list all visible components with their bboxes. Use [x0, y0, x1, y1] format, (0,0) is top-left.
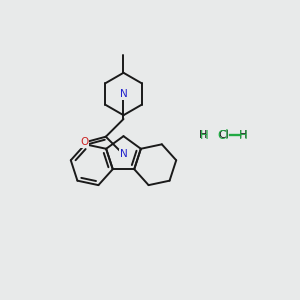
Text: H: H: [200, 129, 209, 142]
Text: H: H: [238, 129, 247, 142]
Text: O: O: [80, 137, 88, 147]
Text: N: N: [120, 149, 128, 159]
Text: H: H: [199, 130, 207, 140]
Text: Cl: Cl: [218, 129, 230, 142]
Text: N: N: [120, 89, 128, 99]
Text: Cl: Cl: [218, 130, 229, 140]
Text: H: H: [238, 130, 247, 140]
